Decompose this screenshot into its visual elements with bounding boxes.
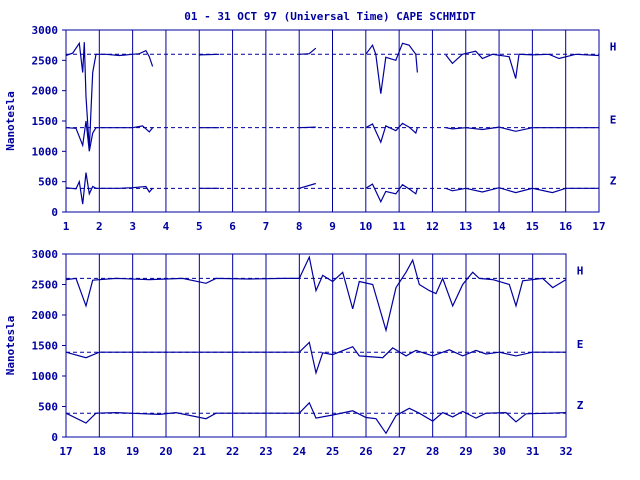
x-tick-label: 17 <box>592 220 605 233</box>
x-tick-label: 32 <box>559 445 572 458</box>
x-tick-label: 6 <box>229 220 236 233</box>
x-tick-label: 30 <box>493 445 506 458</box>
y-tick-label: 2500 <box>32 54 59 67</box>
x-tick-label: 31 <box>526 445 540 458</box>
y-tick-label: 1500 <box>32 115 59 128</box>
x-tick-label: 24 <box>293 445 307 458</box>
y-axis-label: Nanotesla <box>4 316 17 376</box>
top-panel: 1 2 3 4 5 6 7 8 9 10 11 12 13 14 15 16 17050010001500200… <box>4 24 617 233</box>
plot-frame <box>65 253 567 438</box>
x-tick-label: 1 <box>63 220 70 233</box>
series-z-trace <box>65 172 599 205</box>
y-axis-label: Nanotesla <box>4 91 17 151</box>
series-e-trace <box>65 120 599 152</box>
x-tick-label: 11 <box>393 220 407 233</box>
series-h-trace <box>65 41 600 149</box>
x-tick-label: 8 <box>296 220 303 233</box>
x-tick-label: 29 <box>459 445 472 458</box>
series-e-trace <box>65 341 566 376</box>
series-h-label: H <box>577 264 584 277</box>
x-tick-label: 9 <box>329 220 336 233</box>
y-tick-label: 3000 <box>32 248 59 261</box>
x-tick-label: 27 <box>393 445 406 458</box>
series-e-label: E <box>577 338 584 351</box>
y-tick-label: 3000 <box>32 24 59 37</box>
y-tick-label: 500 <box>38 401 58 414</box>
y-tick-label: 500 <box>38 176 58 189</box>
series-h-label: H <box>610 40 617 53</box>
y-tick-label: 1000 <box>32 145 59 158</box>
y-tick-label: 1500 <box>32 340 59 353</box>
series-z-trace <box>65 401 567 435</box>
x-tick-label: 5 <box>196 220 203 233</box>
chart-title: 01 - 31 OCT 97 (Universal Time) CAPE SCH… <box>184 10 476 23</box>
x-tick-label: 20 <box>159 445 172 458</box>
series-e-label: E <box>610 114 617 127</box>
series-z-label: Z <box>610 174 617 187</box>
x-tick-label: 17 <box>59 445 72 458</box>
y-tick-label: 2500 <box>32 279 59 292</box>
x-tick-label: 16 <box>559 220 573 233</box>
x-tick-label: 23 <box>259 445 272 458</box>
x-tick-label: 2 <box>96 220 103 233</box>
x-tick-label: 15 <box>526 220 539 233</box>
x-tick-label: 19 <box>126 445 139 458</box>
bottom-panel: 17 18 19 20 21 22 23 24 25 26 27 28 29 30 31 32 0 500 1000… <box>4 248 584 458</box>
x-tick-label: 10 <box>359 220 372 233</box>
x-tick-label: 4 <box>163 220 170 233</box>
y-tick-label: 1000 <box>32 370 59 383</box>
x-tick-label: 25 <box>326 445 339 458</box>
x-tick-label: 13 <box>459 220 472 233</box>
series-h-trace <box>65 255 567 333</box>
x-tick-label: 18 <box>93 445 106 458</box>
y-tick-label: 0 <box>51 431 58 444</box>
series-z-label: Z <box>577 399 584 412</box>
x-tick-label: 28 <box>426 445 439 458</box>
x-tick-label: 22 <box>226 445 239 458</box>
x-tick-label: 26 <box>359 445 373 458</box>
x-tick-label: 14 <box>492 220 506 233</box>
x-tick-label: 3 <box>129 220 136 233</box>
x-tick-label: 7 <box>263 220 270 233</box>
y-tick-label: 2000 <box>32 309 59 322</box>
y-tick-label: 0 <box>51 206 58 219</box>
y-tick-label: 2000 <box>32 85 59 98</box>
x-tick-label: 21 <box>193 445 207 458</box>
x-tick-label: 12 <box>426 220 439 233</box>
